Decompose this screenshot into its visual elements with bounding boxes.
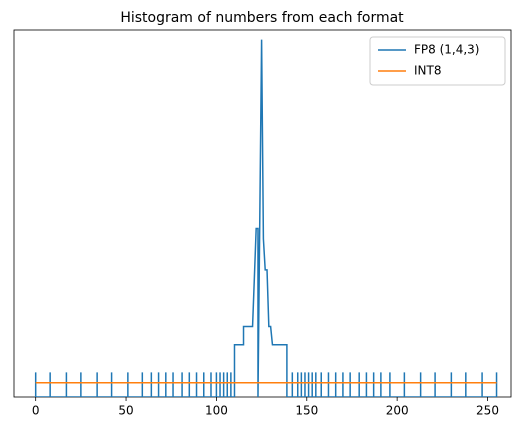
series-line (34, 39, 498, 397)
legend (369, 36, 506, 86)
legend-label: FP8 (1,4,3) (414, 43, 479, 57)
x-tick-label: 150 (295, 404, 318, 418)
x-tick-label: 250 (476, 404, 499, 418)
x-tick-label: 200 (386, 404, 409, 418)
x-tick-label: 0 (32, 404, 40, 418)
chart-title: Histogram of numbers from each format (120, 10, 404, 26)
legend-label: INT8 (414, 64, 441, 78)
x-tick-label: 100 (205, 404, 228, 418)
x-tick-label: 50 (118, 404, 133, 418)
plot-area (13, 29, 512, 398)
